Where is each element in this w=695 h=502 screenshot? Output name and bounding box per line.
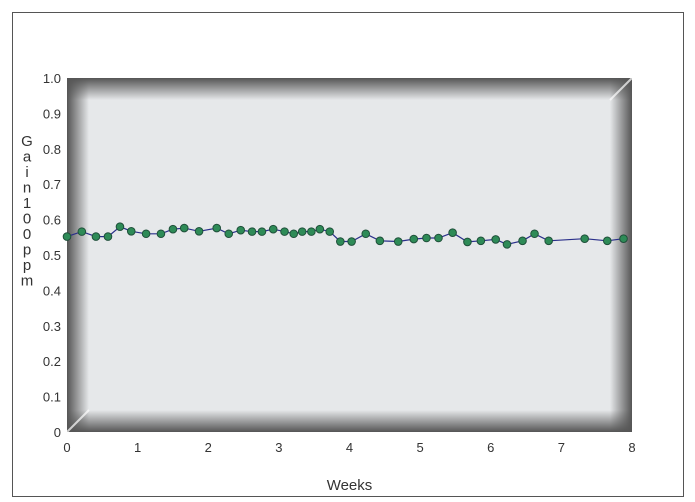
x-tick-label: 0 <box>63 440 70 455</box>
data-point <box>194 226 204 236</box>
data-point <box>126 226 136 236</box>
data-point <box>530 229 539 239</box>
data-point <box>257 227 267 236</box>
data-point <box>393 237 403 246</box>
data-point <box>268 224 278 234</box>
data-point <box>325 227 335 236</box>
y-tick-label: 0.6 <box>43 213 61 228</box>
data-point <box>463 237 472 247</box>
data-point <box>280 227 289 236</box>
data-point <box>448 228 457 237</box>
x-axis-ticks: 0 1 2 3 4 5 6 7 8 <box>63 440 635 455</box>
y-tick-label: 0.3 <box>43 319 61 334</box>
series-markers <box>62 222 628 249</box>
data-point <box>409 234 419 244</box>
data-point <box>307 227 316 236</box>
data-point <box>347 237 356 246</box>
data-point <box>619 234 628 244</box>
data-point <box>236 225 246 235</box>
data-point <box>77 227 87 236</box>
data-point <box>602 236 612 246</box>
data-point <box>518 236 527 246</box>
data-point <box>375 236 385 246</box>
plot-area <box>66 77 633 433</box>
plot-shade-bottom <box>67 410 632 432</box>
x-tick-label: 4 <box>346 440 353 455</box>
x-tick-label: 7 <box>558 440 565 455</box>
data-point <box>580 234 589 244</box>
data-point <box>422 233 431 243</box>
x-tick-label: 8 <box>628 440 635 455</box>
plot-background <box>67 78 632 432</box>
y-tick-label: 0 <box>54 425 61 440</box>
y-tick-label: 0.7 <box>43 177 61 192</box>
data-point <box>361 229 371 239</box>
data-point <box>434 233 443 243</box>
data-point <box>179 223 189 233</box>
data-point <box>62 232 72 241</box>
data-point <box>103 232 113 241</box>
y-tick-label: 0.2 <box>43 354 61 369</box>
y-tick-label: 1.0 <box>43 71 61 86</box>
data-point <box>247 227 257 236</box>
x-tick-label: 2 <box>205 440 212 455</box>
data-point <box>224 229 234 239</box>
data-point <box>315 224 325 234</box>
data-point <box>289 229 299 239</box>
y-tick-label: 0.5 <box>43 248 61 263</box>
data-point <box>544 236 553 246</box>
data-point <box>168 224 178 234</box>
plot-shade-right <box>610 78 632 432</box>
data-point <box>141 229 151 239</box>
x-tick-label: 1 <box>134 440 141 455</box>
x-tick-label: 5 <box>417 440 424 455</box>
data-point <box>502 240 512 249</box>
plot-bevel-bottom-left <box>66 409 90 433</box>
data-point <box>156 229 166 239</box>
y-axis-ticks: 0 0.1 0.2 0.3 0.4 0.5 0.6 0.7 0.8 0.9 1.0 <box>43 71 61 440</box>
data-point <box>212 223 222 233</box>
x-axis-title: Weeks <box>327 477 373 494</box>
y-tick-label: 0.1 <box>43 390 61 405</box>
data-point <box>91 232 101 241</box>
plot-shade-top <box>67 78 632 100</box>
data-point <box>491 235 500 244</box>
data-point <box>297 227 307 236</box>
y-tick-label: 0.4 <box>43 283 61 298</box>
y-tick-label: 0.8 <box>43 142 61 157</box>
x-tick-label: 3 <box>275 440 282 455</box>
plot-bevel-top-right <box>609 77 633 101</box>
y-tick-label: 0.9 <box>43 106 61 121</box>
x-tick-label: 6 <box>487 440 494 455</box>
data-point <box>476 236 486 246</box>
data-point <box>115 222 125 231</box>
plot-shade-left <box>67 78 89 432</box>
data-point <box>336 237 345 246</box>
